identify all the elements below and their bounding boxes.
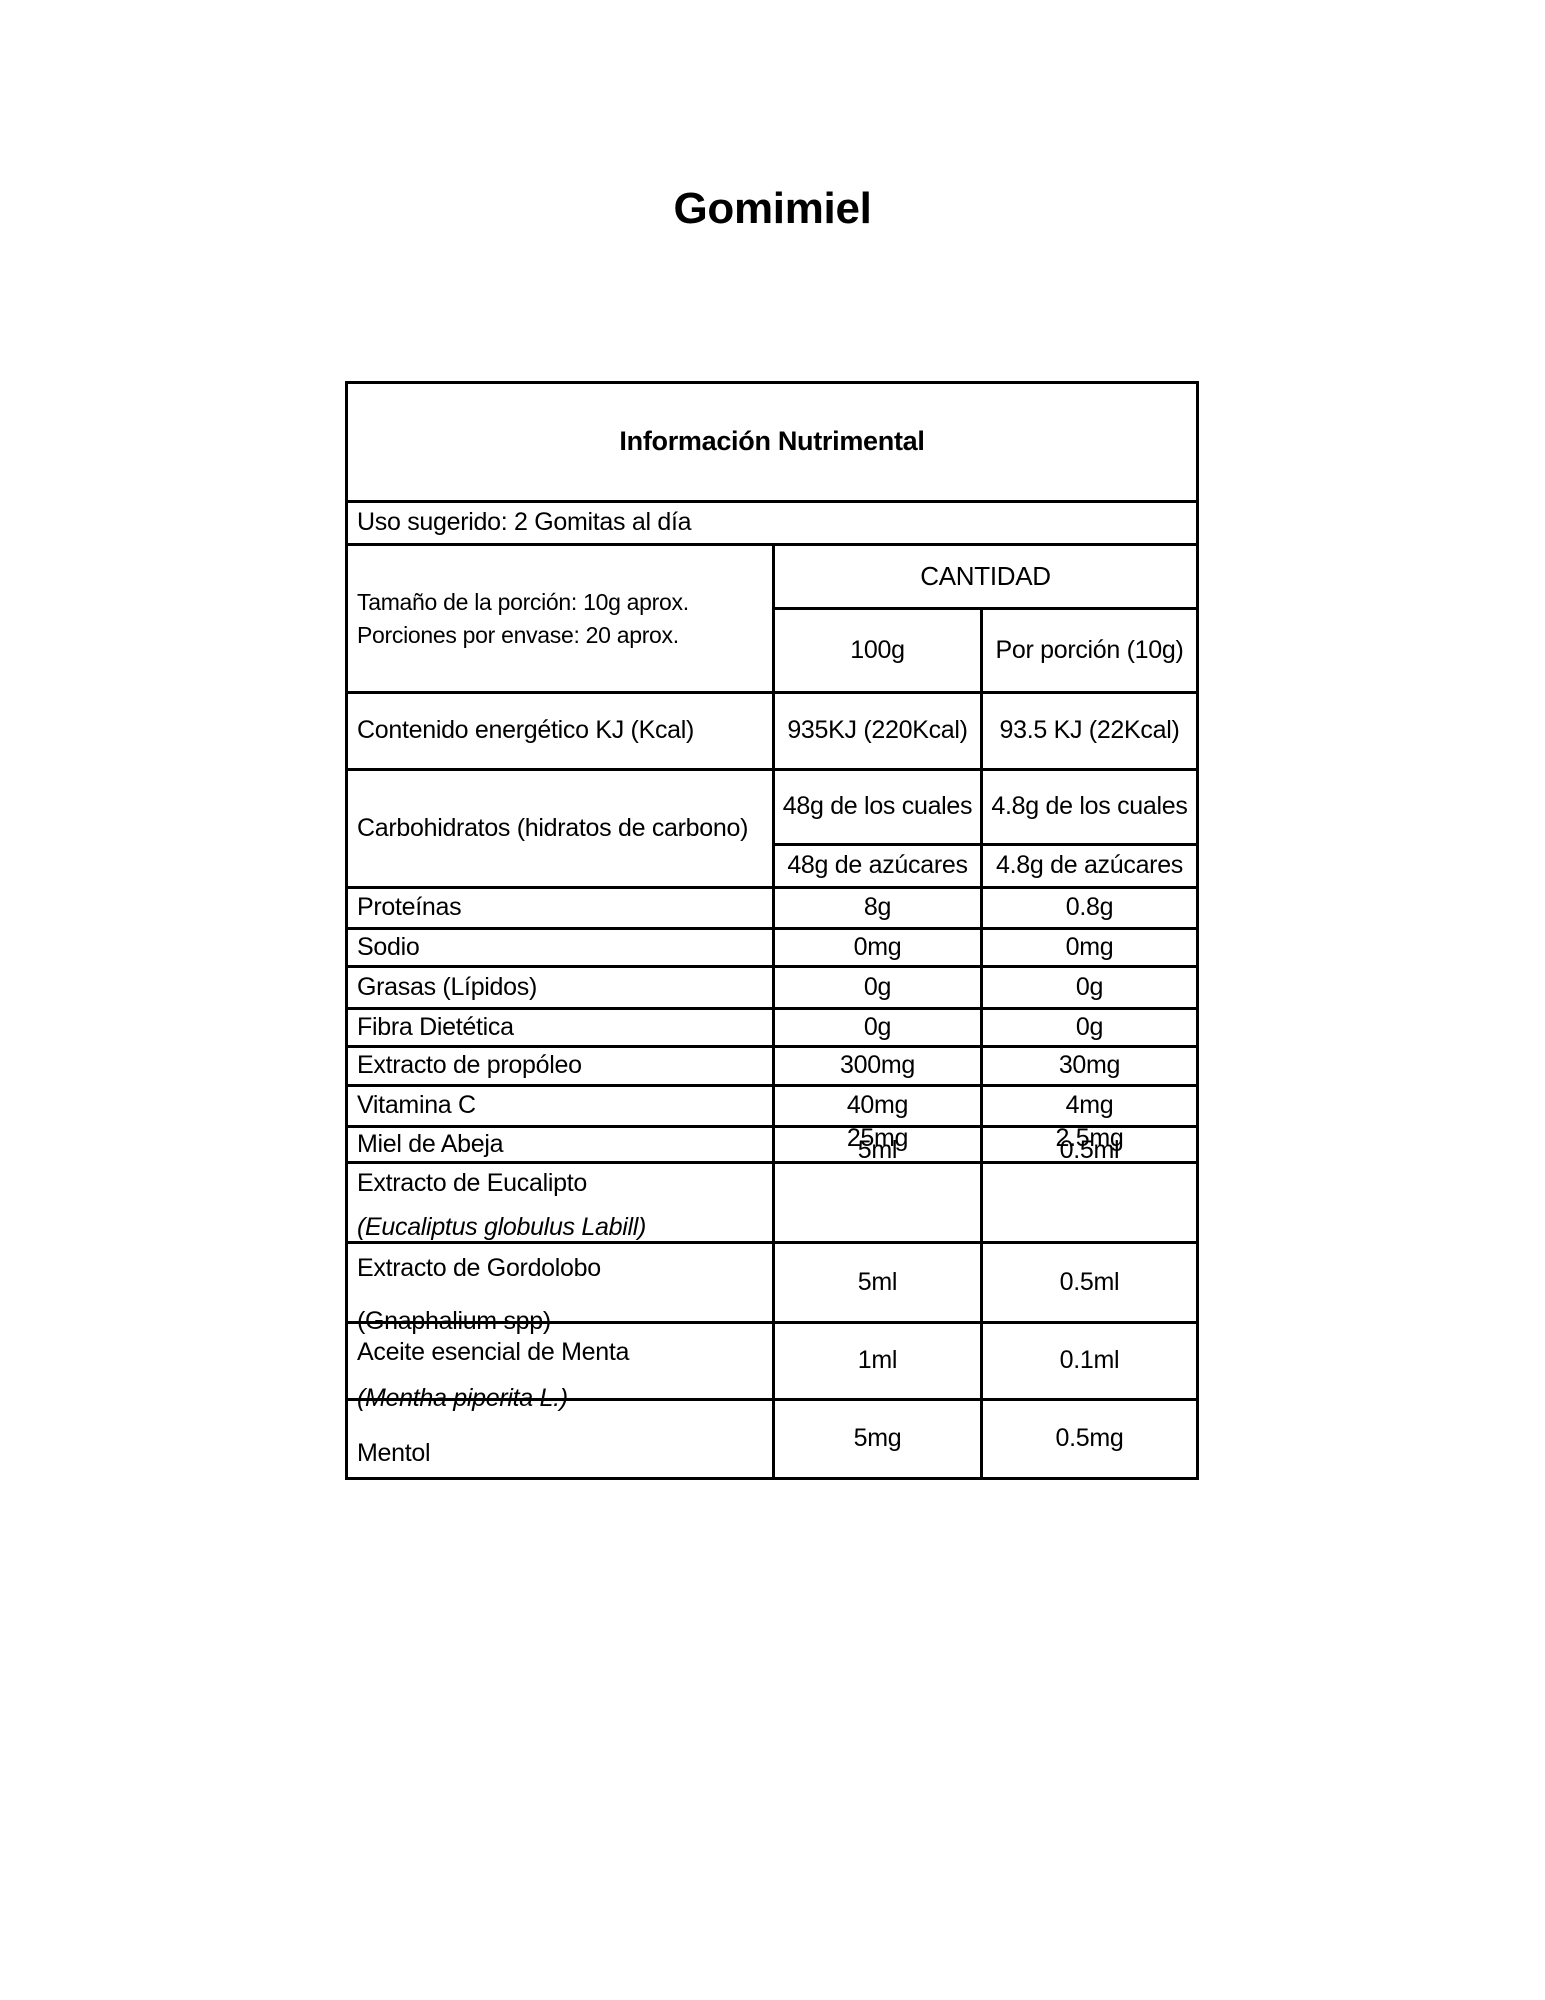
- row-sodium-label: Sodio: [348, 930, 775, 968]
- quantity-header-cell: CANTIDAD: [775, 546, 1196, 610]
- mullein-name: Extracto de Gordolobo: [357, 1254, 601, 1282]
- row-mint-label: Aceite esencial de Menta (Mentha piperit…: [348, 1324, 775, 1411]
- mint-name: Aceite esencial de Menta: [357, 1338, 630, 1366]
- row-menthol-value-portion: 0.5mg: [1055, 1424, 1124, 1453]
- row-eucalyptus-label: Extracto de Eucalipto (Eucaliptus globul…: [348, 1164, 775, 1244]
- eucalyptus-name: Extracto de Eucalipto: [357, 1169, 587, 1197]
- row-carbs-sub2-portion: 4.8g de azúcares: [983, 846, 1196, 889]
- eucalyptus-botanical-name: (Eucaliptus globulus Labill): [357, 1213, 646, 1241]
- document-title: Gomimiel: [673, 184, 872, 233]
- row-mullein-label: Extracto de Gordolobo (Gnaphalium spp): [348, 1244, 775, 1334]
- row-sodium-value-portion: 0mg: [983, 930, 1196, 968]
- overflow-value-portion: 0.5ml: [1059, 1136, 1120, 1164]
- row-fat-label: Grasas (Lípidos): [348, 968, 775, 1010]
- row-menthol-value-100g: 5mg: [775, 1401, 983, 1477]
- row-propolis-label: Extracto de propóleo: [348, 1048, 775, 1087]
- row-vitamin-c-label: Vitamina C: [348, 1087, 775, 1128]
- suggested-use-cell: Uso sugerido: 2 Gomitas al día: [348, 503, 1196, 546]
- row-mullein-value-100g: 5ml: [775, 1244, 983, 1324]
- row-fiber-label: Fibra Dietética: [348, 1010, 775, 1048]
- row-fat-value-portion: 0g: [983, 968, 1196, 1010]
- nutrition-table: Información Nutrimental Uso sugerido: 2 …: [345, 381, 1199, 1480]
- row-carbs-sub1-100g: 48g de los cuales: [775, 771, 983, 846]
- column-header-portion: Por porción (10g): [983, 610, 1196, 694]
- row-honey-label: Miel de Abeja: [348, 1128, 775, 1164]
- row-protein-value-portion: 0.8g: [983, 889, 1196, 930]
- table-title: Información Nutrimental: [348, 384, 1196, 503]
- column-header-100g: 100g: [775, 610, 983, 694]
- row-sodium-value-100g: 0mg: [775, 930, 983, 968]
- honey-value-portion: 2.5mg: [1055, 1124, 1124, 1152]
- honey-value-100g: 25mg: [846, 1124, 909, 1152]
- row-energy-value-100g: 935KJ (220Kcal): [775, 694, 983, 771]
- overflow-value-100g: 5ml: [857, 1136, 898, 1164]
- row-protein-value-100g: 8g: [775, 889, 983, 930]
- row-eucalyptus-value-100g: [775, 1164, 983, 1244]
- row-vitamin-c-value-portion: 4mg: [983, 1087, 1196, 1128]
- row-mint-value-portion: 0.1ml: [983, 1324, 1196, 1401]
- row-menthol-label: Mentol: [348, 1401, 775, 1477]
- row-mint-value-100g: 1ml: [775, 1324, 983, 1401]
- border-strike-overlay-mullein: [348, 1321, 775, 1324]
- servings-per-container-line: Porciones por envase: 20 aprox.: [357, 621, 679, 648]
- overlapping-values: 2.5mg 0.5ml: [1055, 1124, 1124, 1164]
- overlapping-values: 25mg 5ml: [846, 1124, 909, 1164]
- row-carbs-sub2-100g: 48g de azúcares: [775, 846, 983, 889]
- row-fiber-value-portion: 0g: [983, 1010, 1196, 1048]
- row-honey-value-100g: 25mg 5ml: [775, 1124, 983, 1164]
- row-carbs-label: Carbohidratos (hidratos de carbono): [348, 771, 775, 889]
- serving-size-cell: Tamaño de la porción: 10g aprox. Porcion…: [348, 546, 775, 694]
- row-honey-value-portion: 2.5mg 0.5ml: [983, 1124, 1196, 1164]
- row-energy-value-portion: 93.5 KJ (22Kcal): [983, 694, 1196, 771]
- row-protein-label: Proteínas: [348, 889, 775, 930]
- row-propolis-value-portion: 30mg: [983, 1048, 1196, 1087]
- border-strike-overlay-mint: [348, 1398, 775, 1401]
- row-eucalyptus-value-portion: [983, 1164, 1196, 1244]
- row-mullein-value-portion: 0.5ml: [983, 1244, 1196, 1324]
- row-propolis-value-100g: 300mg: [775, 1048, 983, 1087]
- serving-size-line: Tamaño de la porción: 10g aprox.: [357, 588, 689, 615]
- row-fiber-value-100g: 0g: [775, 1010, 983, 1048]
- row-fat-value-100g: 0g: [775, 968, 983, 1010]
- row-energy-label: Contenido energético KJ (Kcal): [348, 694, 775, 771]
- row-carbs-sub1-portion: 4.8g de los cuales: [983, 771, 1196, 846]
- row-vitamin-c-value-100g: 40mg: [775, 1087, 983, 1128]
